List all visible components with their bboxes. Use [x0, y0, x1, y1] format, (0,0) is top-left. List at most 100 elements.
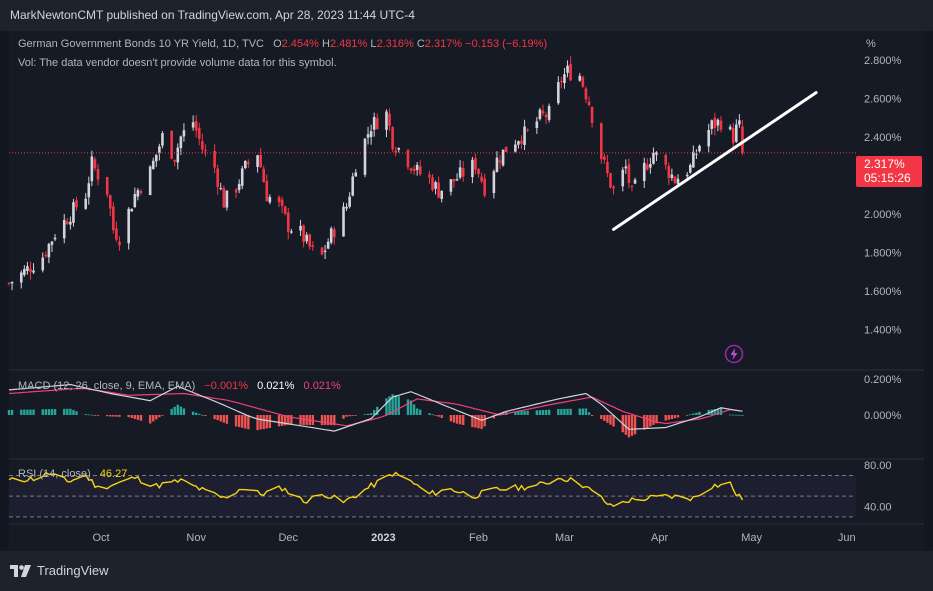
macd-histogram-bar	[544, 409, 548, 415]
candle-body	[599, 123, 603, 160]
macd-histogram-bar	[351, 415, 354, 416]
rsi-tick-label: 40.00	[864, 502, 892, 514]
candle-body	[90, 156, 94, 182]
macd-histogram-bar	[237, 415, 241, 428]
macd-histogram-bar	[732, 414, 735, 416]
candle-body	[523, 126, 526, 145]
time-tick-label: Apr	[651, 532, 668, 544]
macd-histogram-bar	[262, 415, 265, 430]
macd-histogram-bar	[330, 415, 333, 426]
candle-body	[621, 169, 625, 187]
candle-body	[630, 185, 634, 187]
rsi-title: RSI (14, close)	[18, 468, 91, 480]
candle-body	[268, 196, 272, 203]
candle-body	[624, 166, 628, 169]
macd-histogram-bar	[139, 415, 143, 421]
macd-histogram-bar	[244, 415, 247, 429]
candle-body	[633, 179, 637, 184]
candle-body	[698, 145, 701, 152]
price-tick-label: 1.600%	[864, 286, 902, 298]
candle-body	[428, 174, 431, 178]
macd-histogram-bar	[646, 415, 649, 429]
macd-histogram-bar	[345, 415, 348, 417]
macd-histogram-bar	[93, 415, 97, 416]
candle-body	[323, 250, 327, 252]
macd-histogram-bar	[437, 415, 440, 417]
macd-histogram-bar	[501, 412, 505, 415]
macd-histogram-bar	[182, 408, 186, 415]
candle-series	[7, 56, 744, 291]
candle-body	[394, 150, 397, 153]
candle-body	[415, 164, 419, 170]
price-tick-label: 2.400%	[864, 132, 902, 144]
macd-histogram-bar	[686, 415, 689, 416]
countdown-label: 05:15:26	[864, 171, 911, 185]
candle-body	[514, 144, 517, 152]
macd-histogram-bar	[302, 415, 305, 425]
brand-name: TradingView	[37, 563, 109, 578]
candle-body	[501, 149, 505, 166]
macd-histogram-bar	[474, 415, 477, 428]
time-tick-label: Mar	[555, 532, 574, 544]
macd-histogram-bar	[225, 415, 229, 424]
lightning-icon[interactable]	[724, 344, 744, 364]
macd-histogram-bar	[354, 415, 357, 416]
candle-body	[434, 182, 437, 189]
candle-body	[375, 118, 379, 130]
ohlc-high: H2.481%	[322, 38, 368, 50]
macd-histogram-bar	[397, 396, 400, 415]
candle-body	[526, 129, 529, 131]
macd-histogram-bar	[458, 415, 462, 425]
candle-body	[477, 168, 480, 175]
candle-body	[667, 165, 671, 179]
macd-histogram-bar	[492, 415, 496, 419]
macd-histogram-bar	[191, 411, 195, 415]
candle-body	[240, 168, 244, 186]
macd-histogram-bar	[471, 415, 474, 427]
candle-body	[290, 231, 293, 233]
macd-histogram-bar	[87, 414, 90, 416]
macd-histogram-bar	[194, 412, 198, 415]
macd-histogram-bar	[280, 415, 284, 426]
candle-body	[225, 190, 229, 208]
macd-histogram-bar	[136, 415, 140, 420]
candle-body	[569, 63, 572, 81]
candle-body	[731, 127, 735, 144]
price-tick-label: 2.000%	[864, 209, 902, 221]
candle-body	[277, 196, 281, 203]
candle-body	[262, 168, 266, 183]
candle-body	[108, 195, 112, 209]
candle-body	[84, 198, 88, 209]
candle-body	[449, 179, 453, 192]
candle-body	[581, 77, 585, 87]
macd-histogram-bar	[670, 415, 674, 420]
time-tick-label: 2023	[371, 532, 395, 544]
macd-histogram-bar	[738, 414, 741, 416]
candle-body	[504, 146, 508, 153]
candle-body	[685, 174, 689, 177]
macd-histogram-bar	[633, 415, 637, 435]
macd-histogram-bar	[412, 404, 416, 415]
macd-histogram-bar	[176, 404, 179, 415]
candle-body	[244, 160, 247, 169]
macd-histogram-bar	[600, 415, 603, 420]
macd-histogram-bar	[133, 415, 137, 419]
time-tick-label: Oct	[93, 532, 110, 544]
candle-body	[93, 159, 97, 169]
candle-body	[474, 158, 477, 170]
macd-histogram-bar	[612, 415, 615, 427]
macd-histogram-bar	[259, 415, 262, 430]
candle-body	[652, 152, 655, 164]
candle-body	[161, 133, 164, 146]
macd-histogram-bar	[72, 410, 75, 415]
macd-histogram-bar	[130, 415, 133, 419]
candle-body	[517, 141, 520, 145]
candle-body	[406, 150, 410, 168]
candle-body	[728, 126, 732, 130]
candle-body	[302, 225, 305, 242]
brand[interactable]: TradingView	[10, 563, 109, 578]
candle-body	[170, 130, 173, 159]
candle-body	[741, 126, 744, 153]
price-tick-label: 1.800%	[864, 247, 902, 259]
